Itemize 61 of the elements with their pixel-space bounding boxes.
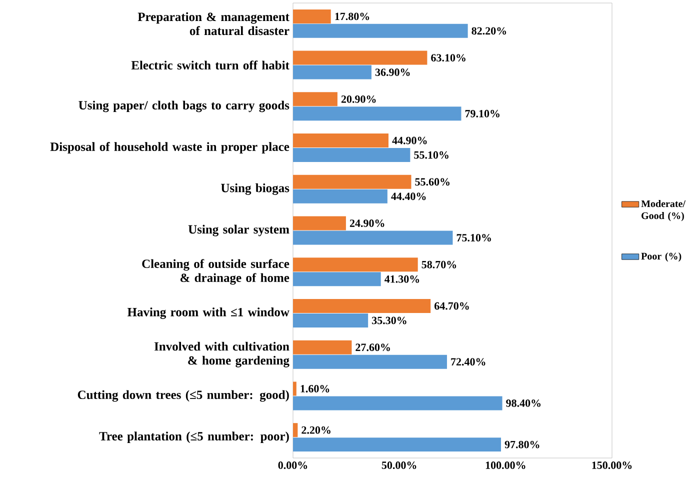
data-label: 17.80% (335, 12, 370, 20)
bar (293, 50, 428, 65)
data-label: 97.80% (504, 440, 540, 448)
data-label: 79.10% (465, 110, 500, 118)
data-label: 20.90% (341, 95, 376, 103)
legend-label: Poor (%) (641, 252, 682, 262)
data-label: 1.60% (300, 384, 330, 392)
y-tick-label: Using solar system (188, 224, 290, 236)
data-label: 44.40% (391, 192, 426, 200)
y-tick-label: Disposal of household waste in proper place (50, 142, 290, 154)
bar (293, 65, 372, 80)
y-tick-label: Preparation & management of natural disaster (138, 12, 290, 36)
data-label: 55.60% (415, 178, 450, 186)
bar (293, 313, 368, 328)
data-label: 58.70% (422, 260, 456, 268)
data-label: 27.60% (356, 344, 390, 352)
bar (293, 340, 352, 354)
bar (293, 216, 346, 230)
bar (293, 189, 388, 204)
data-label: 55.10% (414, 151, 448, 159)
data-label: 36.90% (375, 68, 410, 76)
bar (293, 230, 453, 245)
bar (293, 9, 331, 24)
y-tick-label: Electric switch turn off habit (131, 60, 290, 70)
bar (293, 134, 388, 148)
x-tick-label: 0.00% (278, 462, 308, 470)
data-label: 24.90% (350, 220, 384, 227)
bar (293, 396, 502, 410)
y-tick-label: Involved with cultivation & home gardening (154, 342, 290, 368)
y-tick-label: Having room with ≤1 window (127, 308, 290, 319)
data-label: 72.40% (451, 358, 486, 366)
x-tick-label: 50.00% (382, 462, 416, 470)
x-tick-label: 100.00% (486, 462, 526, 470)
bar (293, 106, 462, 121)
bar (293, 298, 431, 313)
bar (293, 438, 501, 452)
data-label: 44.90% (392, 136, 427, 144)
bar (293, 354, 447, 369)
y-tick-label: Cutting down trees (≤5 number: good) (78, 390, 289, 402)
bar (293, 272, 381, 286)
data-label: 41.30% (384, 275, 420, 283)
legend-label: Moderate/ Good (%) (641, 200, 686, 222)
bar (293, 148, 410, 162)
y-tick-label: Using biogas (221, 183, 290, 195)
bar (293, 92, 338, 106)
bar (293, 382, 296, 396)
y-tick-label: Tree plantation (≤5 number: poor) (99, 432, 289, 443)
data-label: 63.10% (431, 54, 466, 62)
y-tick-label: Cleaning of outside surface & drainage of home (142, 259, 290, 285)
bar (293, 423, 298, 438)
y-tick-label: Using paper/ cloth bags to carry goods (78, 100, 290, 112)
data-label: 98.40% (506, 399, 541, 407)
bar (293, 258, 418, 272)
bar (293, 174, 412, 189)
data-label: 35.30% (372, 316, 406, 324)
data-label: 64.70% (434, 302, 469, 310)
data-label: 75.10% (456, 234, 491, 242)
x-tick-label: 150.00% (592, 462, 632, 470)
bar (293, 24, 468, 38)
data-label: 82.20% (472, 27, 506, 35)
data-label: 2.20% (302, 426, 330, 434)
